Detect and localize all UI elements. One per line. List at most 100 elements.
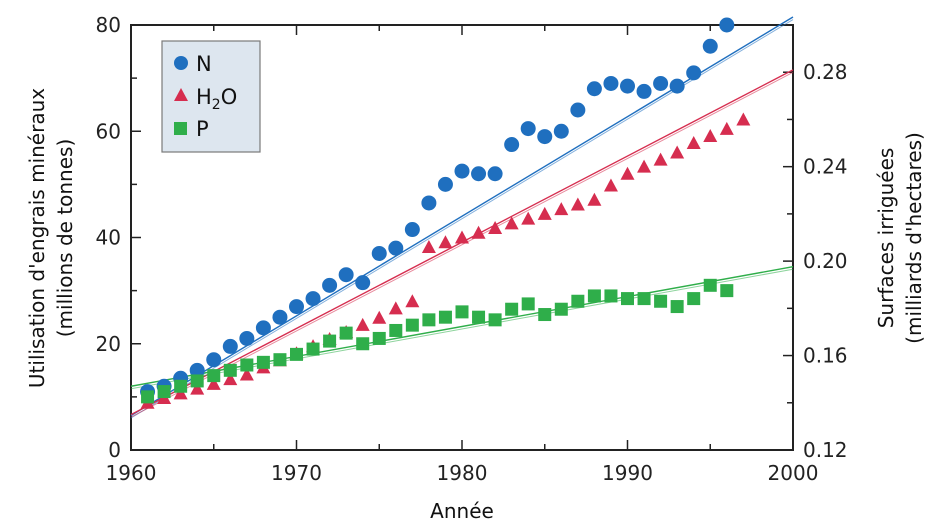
point-n — [338, 267, 354, 283]
point-p — [290, 347, 303, 361]
point-h2o — [405, 294, 420, 308]
point-h2o — [620, 166, 635, 180]
legend-label-n: N — [196, 52, 212, 76]
legend-label-p: P — [196, 117, 209, 141]
legend-marker-h2o — [174, 88, 188, 101]
point-h2o — [521, 211, 536, 225]
point-p — [306, 342, 320, 356]
point-p — [654, 294, 668, 308]
point-h2o — [719, 121, 734, 135]
point-h2o — [190, 381, 205, 395]
legend-marker-n — [174, 56, 188, 70]
point-n — [487, 166, 503, 182]
point-n — [189, 362, 205, 378]
point-h2o — [455, 230, 469, 244]
legend-marker-p — [174, 122, 187, 135]
point-n — [669, 78, 685, 94]
point-h2o — [653, 152, 668, 166]
point-p — [505, 302, 519, 316]
point-n — [570, 102, 586, 118]
point-p — [174, 379, 188, 393]
point-h2o — [570, 197, 585, 211]
y-right-axis-title-line1: Surfaces irriguées — [874, 148, 898, 329]
point-n — [454, 163, 470, 179]
x-tick-label: 2000 — [768, 461, 819, 485]
point-p — [538, 308, 552, 322]
point-p — [438, 310, 452, 324]
point-h2o — [355, 317, 370, 331]
legend-label-h2o: H2O — [196, 85, 237, 113]
point-n — [289, 299, 304, 315]
y-left-tick-label: 60 — [96, 119, 121, 143]
point-n — [520, 121, 536, 137]
point-h2o — [637, 159, 652, 173]
point-p — [141, 390, 155, 404]
point-p — [223, 363, 237, 377]
point-p — [720, 284, 734, 298]
y-right-tick-label: 0.12 — [803, 438, 848, 462]
point-p — [587, 289, 601, 303]
point-p — [554, 302, 568, 316]
point-p — [339, 326, 353, 340]
point-p — [687, 292, 701, 306]
point-h2o — [438, 235, 453, 249]
point-n — [355, 275, 371, 291]
point-n — [553, 123, 569, 139]
point-n — [537, 129, 553, 145]
point-h2o — [173, 386, 188, 400]
point-h2o — [223, 372, 238, 386]
point-n — [371, 245, 387, 261]
point-p — [703, 278, 717, 292]
point-n — [239, 330, 255, 346]
point-n — [653, 75, 669, 91]
point-h2o — [537, 206, 552, 220]
legend: N H2O P — [161, 40, 261, 153]
point-h2o — [670, 145, 685, 159]
y-right-tick-label: 0.20 — [803, 249, 848, 273]
point-n — [504, 137, 520, 153]
x-tick-label: 1980 — [437, 461, 488, 485]
y-left-tick-label: 0 — [108, 438, 121, 462]
y-right-axis-title-line2: (milliards d'hectares) — [902, 132, 926, 344]
point-n — [620, 78, 635, 94]
point-h2o — [388, 301, 403, 315]
point-p — [670, 300, 684, 314]
point-h2o — [239, 367, 254, 381]
y-right-tick-label: 0.24 — [803, 155, 848, 179]
point-p — [405, 318, 419, 332]
y-left-tick-label: 80 — [96, 13, 121, 37]
point-p — [571, 294, 585, 308]
point-p — [389, 323, 403, 337]
point-p — [488, 313, 502, 327]
point-n — [603, 75, 619, 91]
point-h2o — [603, 178, 618, 192]
point-n — [388, 240, 404, 256]
point-p — [356, 337, 370, 351]
point-h2o — [206, 376, 221, 390]
point-p — [637, 292, 651, 306]
point-p — [256, 355, 270, 369]
point-p — [604, 289, 618, 303]
point-n — [272, 309, 288, 325]
point-n — [437, 176, 453, 192]
point-n — [222, 338, 238, 354]
y-left-tick-label: 20 — [96, 332, 121, 356]
point-p — [190, 374, 204, 388]
point-n — [686, 65, 702, 81]
point-h2o — [488, 221, 503, 235]
point-n — [206, 352, 222, 368]
point-p — [207, 369, 221, 383]
point-n — [322, 277, 338, 293]
point-h2o — [554, 202, 569, 216]
point-p — [240, 358, 254, 372]
point-p — [372, 331, 386, 345]
x-tick-label: 1990 — [602, 461, 653, 485]
x-tick-label: 1960 — [106, 461, 157, 485]
point-p — [273, 353, 287, 367]
point-n — [255, 320, 271, 336]
y-left-axis-title-line2: (millions de tonnes) — [53, 139, 77, 338]
x-axis-title: Année — [430, 499, 494, 523]
point-n — [636, 83, 652, 99]
